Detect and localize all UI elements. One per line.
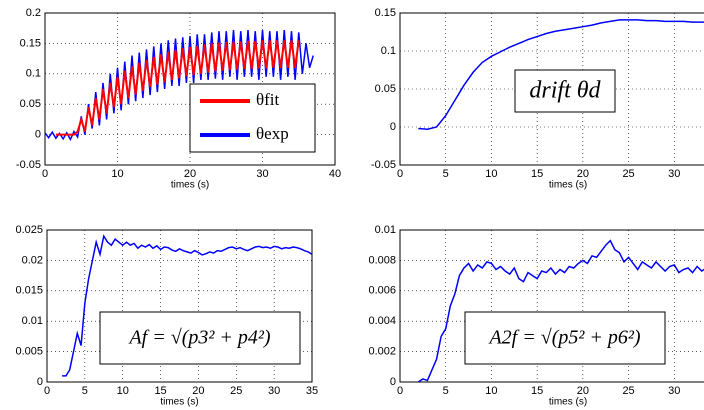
annotation: Af = √(p3² + p4²) bbox=[127, 327, 270, 349]
y-tick-label: 0.002 bbox=[368, 346, 396, 358]
x-tick-label: 15 bbox=[531, 385, 543, 397]
x-tick-label: 35 bbox=[306, 385, 318, 397]
data-line bbox=[62, 234, 312, 377]
y-tick-label: 0.15 bbox=[20, 37, 41, 49]
x-tick-label: 15 bbox=[531, 168, 543, 180]
x-tick-label: 15 bbox=[154, 385, 166, 397]
x-tick-label: 10 bbox=[485, 168, 497, 180]
y-tick-label: 0.006 bbox=[368, 285, 396, 297]
annotation: A2f = √(p5² + p6²) bbox=[487, 327, 640, 349]
y-tick-label: 0.05 bbox=[20, 98, 41, 110]
annotation: drift θd bbox=[529, 78, 601, 104]
x-tick-label: 25 bbox=[622, 168, 634, 180]
y-tick-label: 0.05 bbox=[375, 83, 396, 95]
y-tick-label: -0.05 bbox=[371, 159, 396, 171]
x-tick-label: 30 bbox=[268, 385, 280, 397]
axes-frame bbox=[399, 12, 704, 166]
x-tick-label: 30 bbox=[668, 168, 680, 180]
x-tick-label: 40 bbox=[329, 168, 341, 180]
x-tick-label: 10 bbox=[111, 168, 123, 180]
legend-label: θfit bbox=[256, 90, 280, 109]
x-axis-label: times (s) bbox=[160, 397, 198, 408]
y-tick-label: 0.004 bbox=[368, 315, 396, 327]
y-tick-label: 0 bbox=[390, 121, 396, 133]
legend-box bbox=[189, 83, 316, 153]
axes-frame bbox=[46, 229, 313, 383]
y-tick-label: 0 bbox=[37, 376, 43, 388]
subplot: 00.0020.0040.0060.0080.0105101520253035t… bbox=[368, 224, 704, 408]
y-tick-label: 0.2 bbox=[26, 7, 41, 19]
y-tick-label: 0.008 bbox=[368, 254, 396, 266]
subplot: 0 0.005 0.01 0.015 0.02 0.025 0 5 10 15 20 25 30 35 ti… bbox=[15, 224, 318, 408]
y-tick-label: 0.15 bbox=[375, 7, 396, 19]
y-tick-label: 0 bbox=[35, 129, 41, 141]
data-line bbox=[417, 239, 704, 382]
y-tick-label: 0.005 bbox=[15, 346, 43, 358]
y-tick-label: -0.05 bbox=[16, 159, 41, 171]
y-tick-label: 0 bbox=[390, 376, 396, 388]
legend-label: θexp bbox=[256, 124, 289, 143]
axes-frame bbox=[44, 12, 336, 166]
x-tick-label: 30 bbox=[256, 168, 268, 180]
y-tick-label: 0.015 bbox=[15, 285, 43, 297]
x-tick-label: 5 bbox=[443, 385, 449, 397]
x-tick-label: 20 bbox=[577, 168, 589, 180]
x-tick-label: 0 bbox=[44, 385, 50, 397]
x-tick-label: 0 bbox=[42, 168, 48, 180]
data-line bbox=[55, 40, 300, 136]
y-tick-label: 0.1 bbox=[26, 68, 41, 80]
y-tick-label: 0.01 bbox=[375, 224, 396, 236]
data-line bbox=[418, 19, 704, 131]
x-tick-label: 10 bbox=[117, 385, 129, 397]
x-tick-label: 30 bbox=[668, 385, 680, 397]
y-tick-label: 0.025 bbox=[15, 224, 43, 236]
x-tick-label: 20 bbox=[577, 385, 589, 397]
axes-frame bbox=[399, 229, 704, 383]
x-tick-label: 25 bbox=[230, 385, 242, 397]
x-axis-label: times (s) bbox=[549, 397, 587, 408]
x-tick-label: 20 bbox=[192, 385, 204, 397]
x-tick-label: 0 bbox=[397, 168, 403, 180]
y-tick-label: 0.02 bbox=[22, 254, 43, 266]
x-tick-label: 5 bbox=[82, 385, 88, 397]
y-tick-label: 0.01 bbox=[22, 315, 43, 327]
x-tick-label: 5 bbox=[443, 168, 449, 180]
x-tick-label: 0 bbox=[397, 385, 403, 397]
x-tick-label: 20 bbox=[184, 168, 196, 180]
x-axis-label: times (s) bbox=[171, 180, 209, 191]
x-tick-label: 25 bbox=[622, 385, 634, 397]
annotation-box bbox=[464, 311, 666, 365]
annotation-box bbox=[514, 69, 616, 113]
x-axis-label: times (s) bbox=[549, 180, 587, 191]
x-tick-label: 10 bbox=[485, 385, 497, 397]
annotation-box bbox=[99, 311, 301, 365]
y-tick-label: 0.1 bbox=[381, 45, 396, 57]
